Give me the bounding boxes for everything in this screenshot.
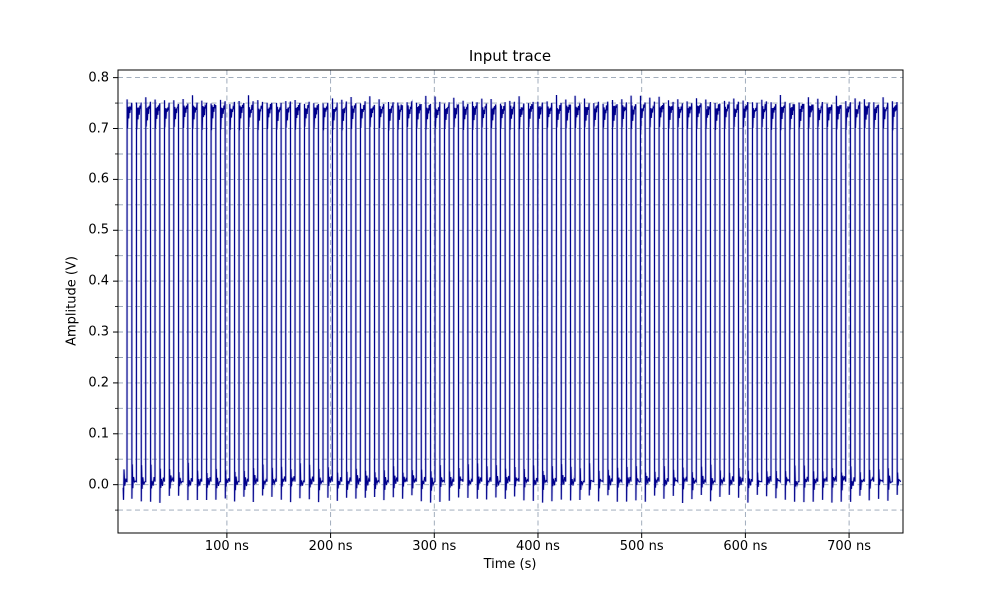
x-tick-label: 200 ns	[308, 539, 353, 554]
waveform-line	[122, 94, 902, 504]
y-tick-label: 0.7	[88, 121, 109, 136]
x-tick-label: 500 ns	[619, 539, 664, 554]
y-tick-label: 0.5	[88, 222, 109, 238]
y-tick-label: 0.6	[88, 171, 109, 187]
chart-title: Input trace	[468, 47, 552, 65]
y-tick-label: 0.2	[88, 375, 109, 391]
y-tick-label: 0.3	[88, 324, 109, 340]
y-tick-label: 0.8	[88, 70, 109, 86]
x-tick-label: 300 ns	[412, 539, 457, 554]
x-axis-label: Time (s)	[483, 557, 537, 572]
waveform-trace	[122, 94, 902, 504]
x-tick-label: 100 ns	[204, 539, 249, 554]
y-tick-label: 0.4	[88, 273, 109, 289]
waveform-glow	[122, 94, 902, 504]
y-tick-label: 0.1	[88, 426, 109, 442]
x-tick-label: 400 ns	[515, 539, 560, 554]
plot-spines	[117, 69, 904, 534]
axes-spines-and-ticks	[113, 69, 904, 538]
x-tick-label: 700 ns	[827, 539, 872, 554]
x-tick-label: 600 ns	[723, 539, 768, 554]
y-tick-label: 0.0	[88, 477, 109, 493]
